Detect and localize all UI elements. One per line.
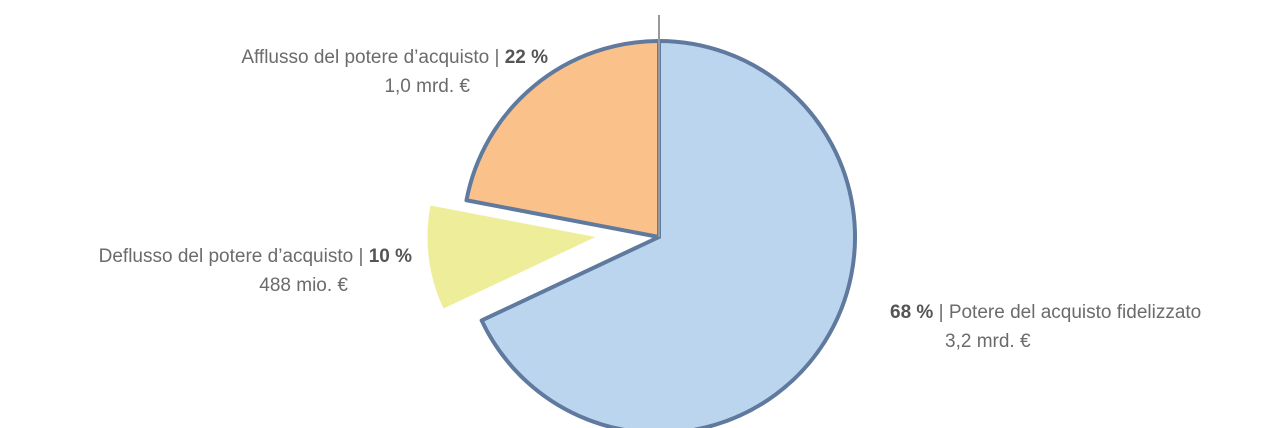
amount-label: 488 mio. € xyxy=(259,275,348,296)
pie-slice xyxy=(427,205,596,309)
slice-label: Afflusso del potere d’acquisto | 22 % xyxy=(241,47,548,68)
value-label: 10 % xyxy=(369,246,412,267)
slice-label: Deflusso del potere d’acquisto | 10 % xyxy=(99,246,412,267)
pie-slice xyxy=(464,39,661,239)
separator: | xyxy=(939,302,944,323)
value-label: 68 % xyxy=(890,302,933,323)
category-label: Deflusso del potere d’acquisto xyxy=(99,246,354,267)
value-label: 22 % xyxy=(505,47,548,68)
amount-label: 1,0 mrd. € xyxy=(384,76,470,97)
slice-label: 68 % | Potere del acquisto fidelizzato xyxy=(890,302,1201,323)
category-label: Afflusso del potere d’acquisto xyxy=(241,47,489,68)
amount-label: 3,2 mrd. € xyxy=(945,331,1031,352)
pie-slice xyxy=(479,39,857,428)
category-label: Potere del acquisto fidelizzato xyxy=(949,302,1201,323)
separator: | xyxy=(358,246,363,267)
separator: | xyxy=(494,47,499,68)
